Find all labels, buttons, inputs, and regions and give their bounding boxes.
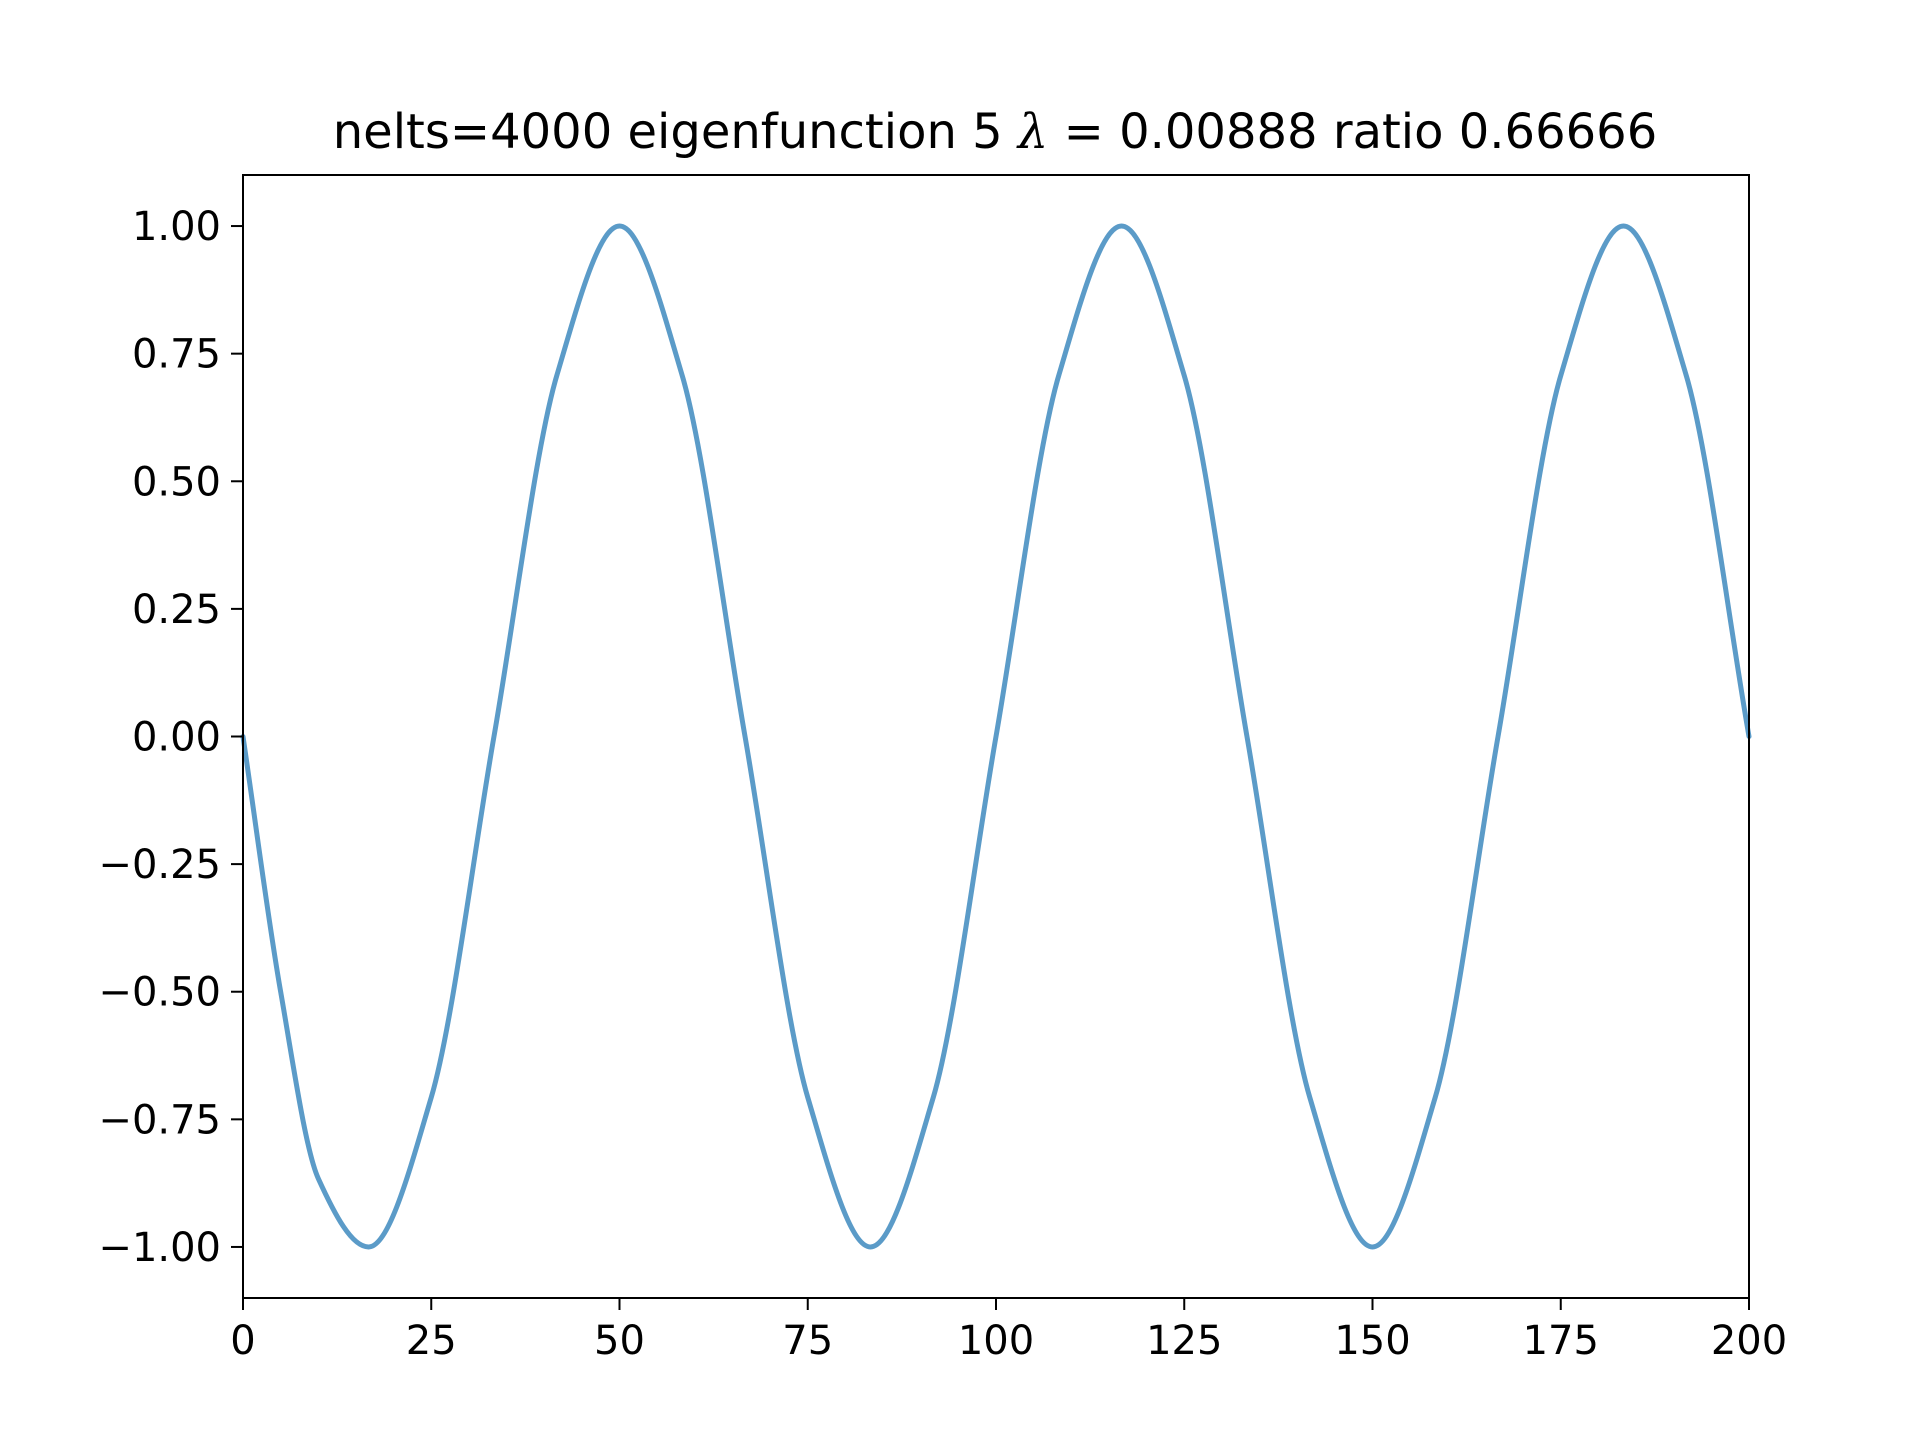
x-tick-label-2: 50 xyxy=(594,1318,645,1364)
x-tick-label-8: 200 xyxy=(1711,1318,1787,1364)
x-tick-label-6: 150 xyxy=(1334,1318,1410,1364)
y-tick-label-3: 0.25 xyxy=(132,587,221,633)
x-tick-label-5: 125 xyxy=(1146,1318,1222,1364)
chart-title-symbol: λ xyxy=(1016,104,1048,160)
x-tick-label-4: 100 xyxy=(958,1318,1034,1364)
y-tick-label-1: 0.75 xyxy=(132,332,221,378)
x-tick-label-7: 175 xyxy=(1523,1318,1599,1364)
y-tick-label-4: 0.00 xyxy=(132,715,221,761)
y-tick-label-7: −0.75 xyxy=(98,1097,221,1143)
y-tick-label-6: −0.50 xyxy=(98,970,221,1016)
chart-title-prefix: nelts=4000 eigenfunction 5 xyxy=(333,104,1018,160)
chart-title: nelts=4000 eigenfunction 5 λ = 0.00888 r… xyxy=(333,104,1658,160)
chart-title-suffix: = 0.00888 ratio 0.66666 xyxy=(1048,104,1657,160)
x-tick-label-3: 75 xyxy=(782,1318,833,1364)
y-tick-label-2: 0.50 xyxy=(132,459,221,505)
y-tick-label-8: −1.00 xyxy=(98,1225,221,1271)
series-line-0 xyxy=(240,223,1752,1250)
x-tick-label-0: 0 xyxy=(230,1318,255,1364)
plot-area: 0 25 50 75 100 125 150 175 200 1.00 0.75 0.50 0.25 0.… xyxy=(98,174,1787,1364)
y-tick-label-0: 1.00 xyxy=(132,204,221,250)
y-tick-label-5: −0.25 xyxy=(98,842,221,888)
x-tick-label-1: 25 xyxy=(406,1318,457,1364)
